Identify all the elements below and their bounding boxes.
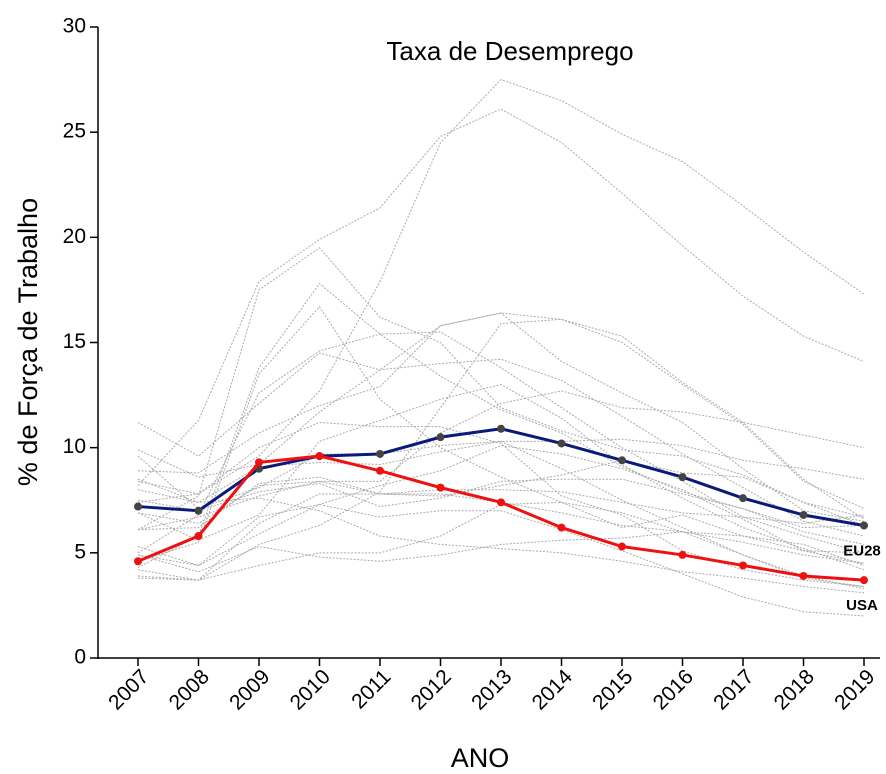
x-tick-label: 2009 — [225, 665, 274, 714]
x-tick-label: 2017 — [709, 665, 758, 714]
x-tick-label: 2008 — [165, 665, 214, 714]
x-axis-title: ANO — [451, 743, 510, 773]
background-line — [137, 438, 865, 503]
y-axis-title: % de Força de Trabalho — [13, 198, 43, 486]
series-label: EU28 — [843, 542, 881, 559]
point — [860, 521, 868, 530]
series-line — [137, 454, 865, 582]
point — [799, 571, 808, 580]
x-tick-label: 2018 — [770, 665, 819, 714]
background-line — [137, 501, 865, 587]
background-line — [137, 531, 865, 573]
point — [678, 550, 687, 559]
y-tick-label: 10 — [63, 435, 86, 458]
background-line — [137, 79, 865, 495]
x-tick-label: 2014 — [528, 665, 578, 715]
x-tick-label: 2016 — [649, 665, 698, 714]
x-tick-label: 2011 — [347, 665, 395, 713]
point — [618, 456, 626, 465]
point — [194, 506, 203, 515]
point — [134, 557, 142, 566]
background-line — [137, 478, 865, 545]
y-tick-label: 30 — [63, 15, 86, 38]
point — [497, 424, 505, 433]
point — [618, 542, 626, 551]
background-line — [137, 312, 865, 520]
point — [255, 458, 263, 467]
point — [436, 483, 445, 492]
x-tick-label: 2013 — [467, 665, 516, 714]
y-tick-label: 15 — [63, 330, 86, 353]
background-line — [137, 503, 865, 617]
background-line — [137, 459, 865, 524]
point — [436, 433, 445, 442]
y-tick-label: 20 — [63, 225, 86, 248]
background-line — [137, 331, 865, 554]
y-tick-label: 0 — [74, 646, 86, 669]
y-tick-label: 5 — [74, 540, 86, 563]
background-line — [137, 384, 865, 571]
point — [134, 502, 142, 511]
x-tick-label: 2010 — [286, 665, 335, 714]
background-line — [137, 318, 865, 581]
point — [557, 439, 566, 448]
chart-title: Taxa de Desemprego — [386, 36, 633, 66]
x-tick-label: 2015 — [588, 665, 637, 714]
background-line — [137, 445, 865, 566]
x-tick-label: 2012 — [407, 665, 456, 714]
background-line — [137, 421, 865, 587]
point — [315, 452, 324, 461]
background-line — [137, 478, 865, 594]
point — [194, 532, 203, 541]
point — [376, 449, 384, 458]
point — [799, 510, 808, 519]
x-tick-label: 2019 — [830, 665, 879, 714]
point — [557, 523, 566, 532]
point — [497, 498, 505, 507]
point — [739, 494, 747, 503]
background-line — [137, 390, 865, 531]
point — [376, 466, 384, 475]
point — [860, 576, 868, 585]
y-tick-label: 25 — [63, 120, 86, 143]
series-label: USA — [846, 597, 878, 614]
background-line — [137, 247, 865, 531]
background-line — [137, 476, 865, 531]
x-tick-label: 2007 — [104, 665, 153, 714]
point — [678, 473, 687, 482]
background-line — [137, 305, 865, 566]
background-line — [137, 352, 865, 537]
point — [739, 561, 747, 570]
background-line — [137, 312, 865, 522]
